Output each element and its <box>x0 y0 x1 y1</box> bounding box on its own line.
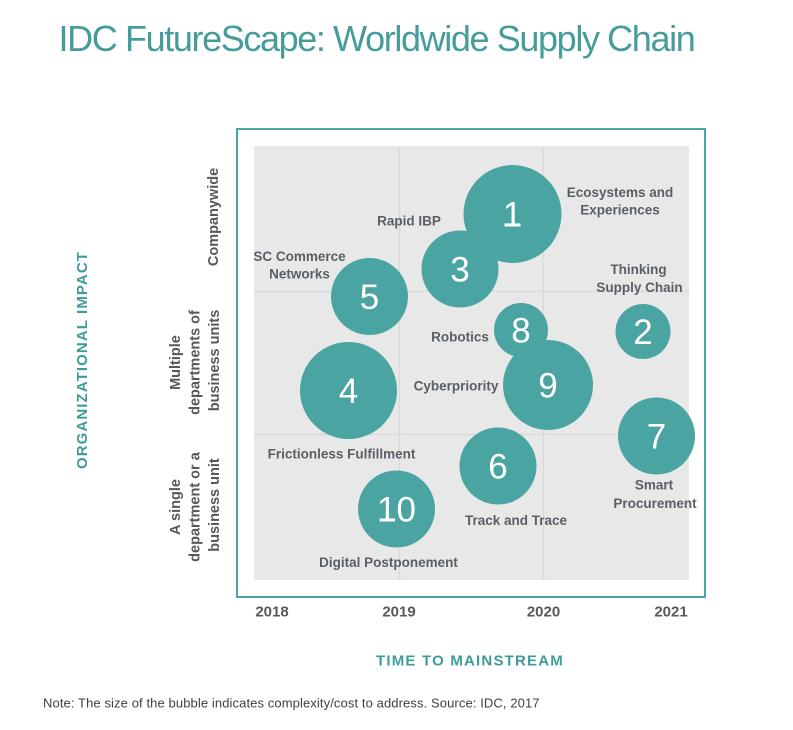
svg-text:2018: 2018 <box>255 604 288 621</box>
svg-text:A single department or a: A single department or a business unit <box>168 448 223 562</box>
svg-text:4: 4 <box>339 372 358 411</box>
svg-text:Smart: Smart <box>635 478 674 493</box>
svg-text:Ecosystems and: Ecosystems and <box>567 185 674 200</box>
svg-text:2020: 2020 <box>527 604 560 621</box>
svg-text:Supply Chain: Supply Chain <box>596 280 682 295</box>
svg-text:Robotics: Robotics <box>431 330 489 345</box>
svg-text:Thinking: Thinking <box>610 262 666 277</box>
svg-text:Procurement: Procurement <box>613 496 697 511</box>
svg-text:3: 3 <box>450 251 469 290</box>
svg-text:Note: The size of the bubble i: Note: The size of the bubble indicates c… <box>43 696 540 711</box>
svg-text:Multiple departments of: Multiple departments of business units <box>168 306 223 415</box>
svg-text:6: 6 <box>488 448 507 487</box>
svg-text:SC Commerce: SC Commerce <box>253 249 346 264</box>
svg-text:Rapid IBP: Rapid IBP <box>377 214 441 229</box>
svg-text:Frictionless Fulfillment: Frictionless Fulfillment <box>268 447 416 462</box>
svg-text:IDC FutureScape: Worldwide Sup: IDC FutureScape: Worldwide Supply Chain <box>59 18 695 59</box>
svg-text:9: 9 <box>538 367 557 406</box>
svg-text:7: 7 <box>647 418 666 457</box>
svg-text:2: 2 <box>633 313 652 352</box>
svg-text:Experiences: Experiences <box>580 203 660 218</box>
svg-text:5: 5 <box>360 278 379 317</box>
svg-text:ORGANIZATIONAL IMPACT: ORGANIZATIONAL IMPACT <box>74 251 91 469</box>
svg-text:Digital Postponement: Digital Postponement <box>319 555 458 570</box>
svg-text:10: 10 <box>377 491 416 530</box>
svg-text:2019: 2019 <box>382 604 415 621</box>
svg-text:2021: 2021 <box>654 604 687 621</box>
svg-text:Track and Trace: Track and Trace <box>465 513 568 528</box>
svg-text:8: 8 <box>511 312 530 351</box>
svg-text:Networks: Networks <box>269 267 330 282</box>
svg-text:1: 1 <box>503 196 522 235</box>
svg-text:Cyberpriority: Cyberpriority <box>414 379 499 394</box>
svg-text:Companywide: Companywide <box>206 168 222 266</box>
svg-text:TIME TO MAINSTREAM: TIME TO MAINSTREAM <box>376 653 564 670</box>
